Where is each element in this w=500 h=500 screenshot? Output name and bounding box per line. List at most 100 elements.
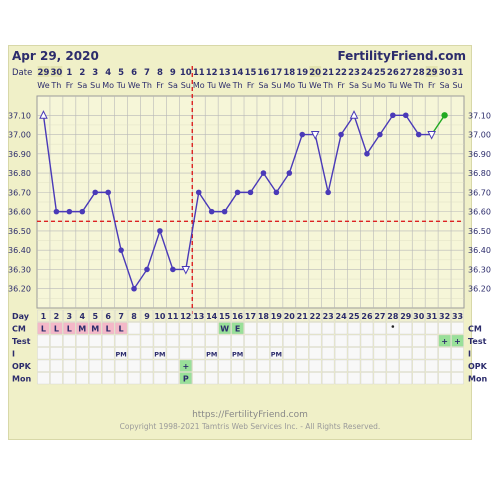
date-label: 27 [400, 68, 412, 78]
table-cell-i [283, 347, 296, 360]
table-cell-mon [334, 372, 348, 385]
weekday-label: Su [181, 81, 191, 90]
table-cell-cm [334, 322, 348, 335]
table-cell-opk [244, 359, 257, 372]
y-tick-right: 36.40 [468, 246, 491, 255]
table-text-day: 31 [426, 312, 438, 321]
table-text-day: 24 [336, 312, 348, 321]
table-cell-cm [140, 322, 154, 335]
y-tick-left: 37.00 [8, 131, 31, 140]
table-cell-cm [438, 322, 451, 335]
weekday-label: Th [50, 81, 61, 90]
row-label-right: I [468, 350, 471, 359]
table-cell-opk [63, 359, 76, 372]
temp-point [157, 228, 163, 234]
table-cell-cm [63, 322, 76, 335]
date-highlight [50, 66, 63, 77]
table-cell-mon [218, 372, 231, 385]
weekday-label: We [218, 81, 230, 90]
table-cell-opk [296, 359, 309, 372]
footer-url[interactable]: https://FertilityFriend.com [192, 410, 308, 420]
date-label: 20 [309, 68, 321, 78]
table-text-cm: L [67, 325, 72, 334]
date-label: 15 [245, 68, 257, 78]
open-temp-marker [181, 265, 191, 275]
table-cell-day [76, 309, 89, 322]
table-cell-day [89, 309, 102, 322]
table-cell-mon [321, 372, 335, 385]
date-label: 7 [144, 68, 150, 78]
date-label: 11 [193, 68, 205, 78]
table-cell-test [270, 334, 283, 347]
temp-point [105, 189, 111, 196]
table-cell-cm [153, 322, 167, 335]
table-cell-i [296, 347, 309, 360]
table-cell-mon [309, 372, 322, 385]
table-text-day: 20 [284, 312, 296, 321]
table-cell-opk [347, 359, 361, 372]
table-cell-cm [386, 322, 400, 335]
weekday-label: We [400, 81, 412, 90]
table-cell-mon [373, 372, 387, 385]
table-text-day: 26 [361, 312, 373, 321]
weekday-label: Sa [349, 81, 359, 90]
temp-point [390, 112, 396, 119]
table-cell-mon [37, 372, 50, 385]
table-text-day: 4 [79, 312, 85, 321]
date-label: 30 [439, 68, 451, 78]
weekday-label: We [128, 81, 140, 90]
table-cell-i [153, 347, 167, 360]
table-cell-mon [399, 372, 412, 385]
table-cell-day [205, 309, 218, 322]
table-cell-test [63, 334, 76, 347]
table-cell-day [412, 309, 425, 322]
table-cell-mon [166, 372, 180, 385]
row-label-right: Test [468, 337, 487, 346]
date-label: 21 [322, 68, 334, 78]
date-label: 12 [206, 68, 218, 78]
table-cell-test [231, 334, 244, 347]
table-cell-cm [425, 322, 438, 335]
table-cell-mon [192, 372, 205, 385]
table-cell-day [373, 309, 387, 322]
table-cell-i [412, 347, 425, 360]
table-cell-i [309, 347, 322, 360]
table-cell-day [37, 309, 50, 322]
table-cell-opk [179, 359, 192, 372]
weekday-label: Sa [440, 81, 450, 90]
weekday-label: We [37, 81, 49, 90]
table-text-day: 11 [167, 312, 179, 321]
table-text-day: 33 [452, 312, 463, 321]
table-text-day: 8 [131, 312, 137, 321]
date-highlight [309, 66, 322, 77]
table-cell-i [257, 347, 270, 360]
current-temp-point [441, 112, 448, 119]
table-cell-day [283, 309, 296, 322]
table-cell-opk [399, 359, 412, 372]
weekday-label: Su [362, 81, 372, 90]
weekday-label: Sa [77, 81, 87, 90]
date-label: 3 [92, 68, 98, 78]
table-cell-opk [140, 359, 154, 372]
table-cell-day [192, 309, 205, 322]
table-cell-mon [296, 372, 309, 385]
table-cell-i [386, 347, 400, 360]
table-text-day: 32 [439, 312, 450, 321]
table-text-cm: E [235, 325, 240, 334]
table-cell-test [296, 334, 309, 347]
table-cell-test [399, 334, 412, 347]
table-cell-day [451, 309, 464, 322]
weekday-label: Su [90, 81, 100, 90]
table-text-day: 3 [67, 312, 73, 321]
y-tick-left: 37.10 [8, 111, 31, 120]
date-label: 28 [413, 68, 425, 78]
table-text-day: 14 [206, 312, 218, 321]
table-cell-cm [50, 322, 63, 335]
table-cell-test [50, 334, 63, 347]
table-cell-cm [244, 322, 257, 335]
table-cell-day [101, 309, 115, 322]
table-cell-test [451, 334, 464, 347]
temp-point [247, 189, 254, 196]
table-cell-day [321, 309, 335, 322]
table-cell-test [127, 334, 141, 347]
